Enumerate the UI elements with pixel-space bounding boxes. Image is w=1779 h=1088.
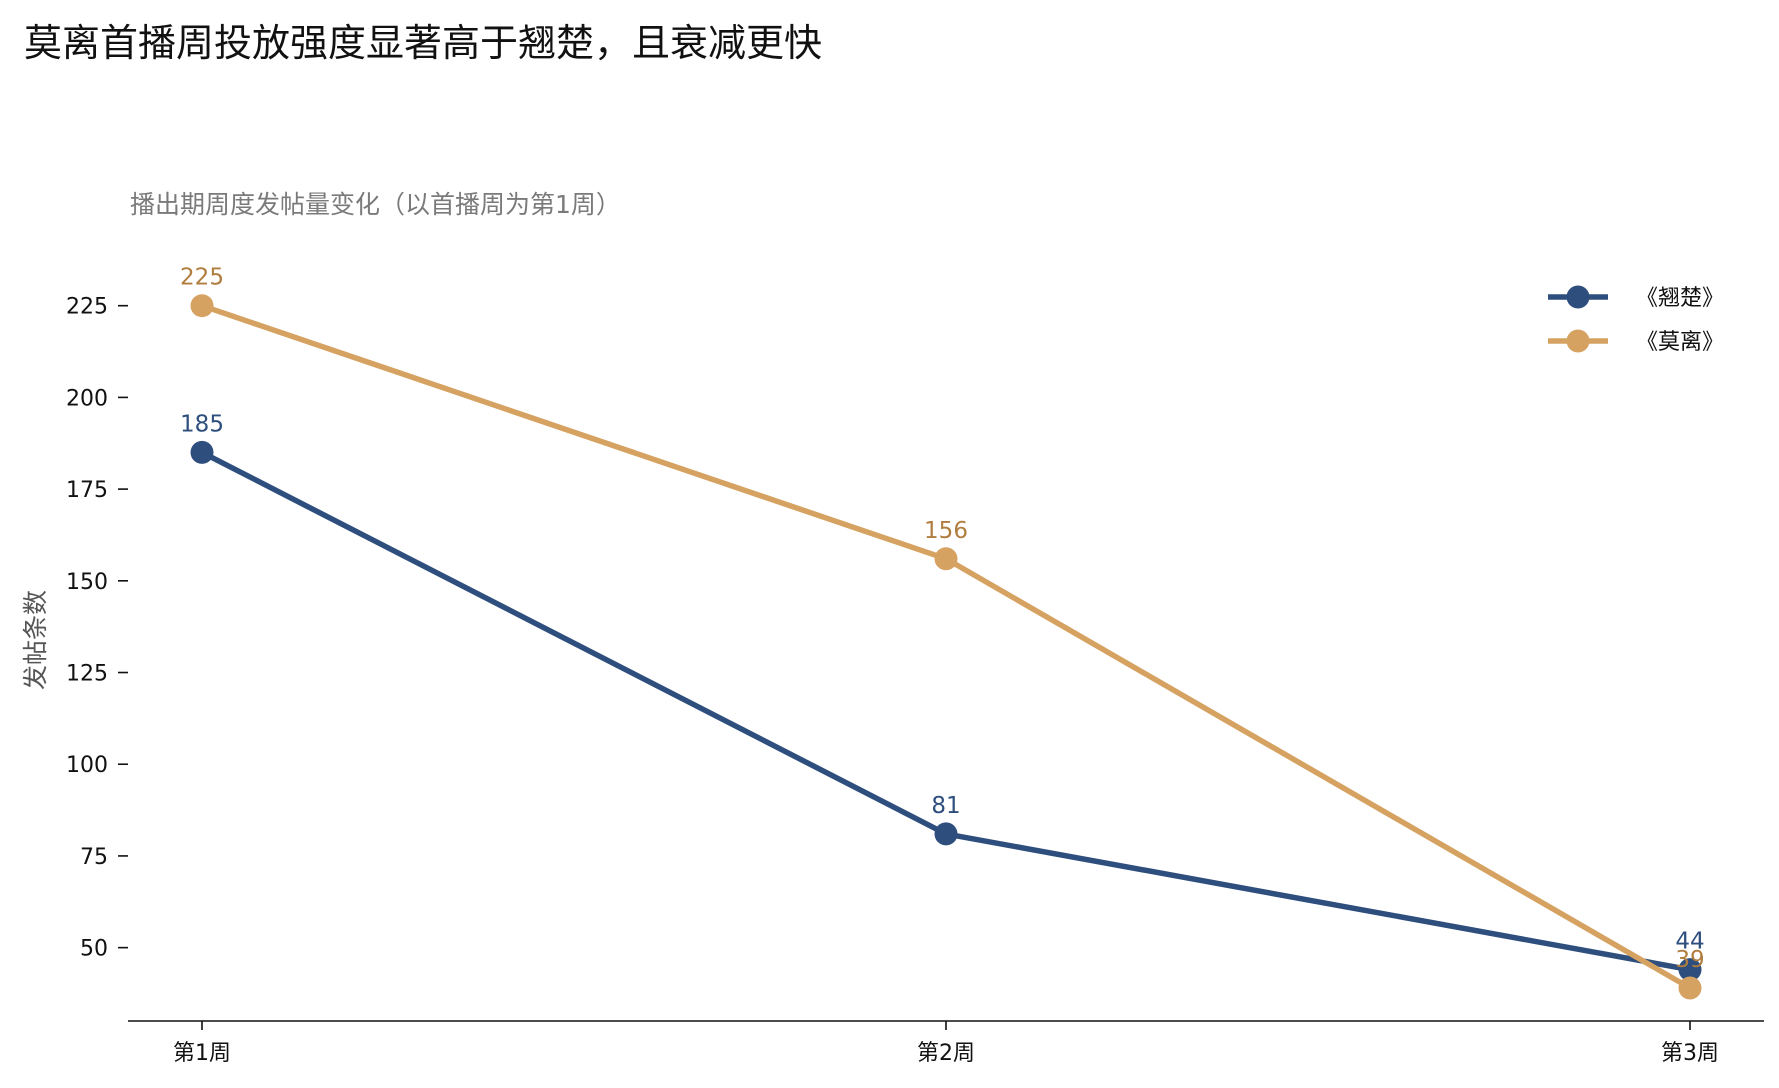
data-point [191,294,214,317]
data-label: 225 [180,265,224,291]
series-points [191,294,1702,999]
data-label: 39 [1675,947,1704,973]
x-tick-label: 第1周 [173,1041,231,1066]
series-lines [202,306,1690,988]
y-axis-label: 发帖条数 [21,590,50,690]
data-point [191,441,214,464]
data-point [1679,976,1702,999]
y-tick-label: 50 [80,937,108,962]
series-line-1 [202,306,1690,988]
legend-marker [1567,286,1590,309]
data-point [935,547,958,570]
x-axis: 第1周 第2周 第3周 [173,1021,1719,1066]
legend: 《翘楚》《莫离》 [1548,286,1724,356]
y-tick-label: 75 [80,845,108,870]
data-label: 81 [931,793,960,819]
y-axis: 50 75 100 125 150 175 200 225 [66,295,128,962]
y-tick-label: 175 [66,478,108,503]
legend-marker [1567,330,1590,353]
y-tick-label: 100 [66,753,108,778]
data-label: 156 [924,518,968,544]
legend-label: 《莫离》 [1636,330,1724,355]
data-point [935,822,958,845]
y-tick-label: 150 [66,570,108,595]
legend-label: 《翘楚》 [1636,286,1724,311]
chart-subtitle: 播出期周度发帖量变化（以首播周为第1周） [130,190,621,219]
x-tick-label: 第2周 [917,1041,975,1066]
data-label: 185 [180,411,224,437]
x-tick-label: 第3周 [1661,1041,1719,1066]
y-tick-label: 200 [66,386,108,411]
y-tick-label: 225 [66,295,108,320]
y-tick-label: 125 [66,662,108,687]
